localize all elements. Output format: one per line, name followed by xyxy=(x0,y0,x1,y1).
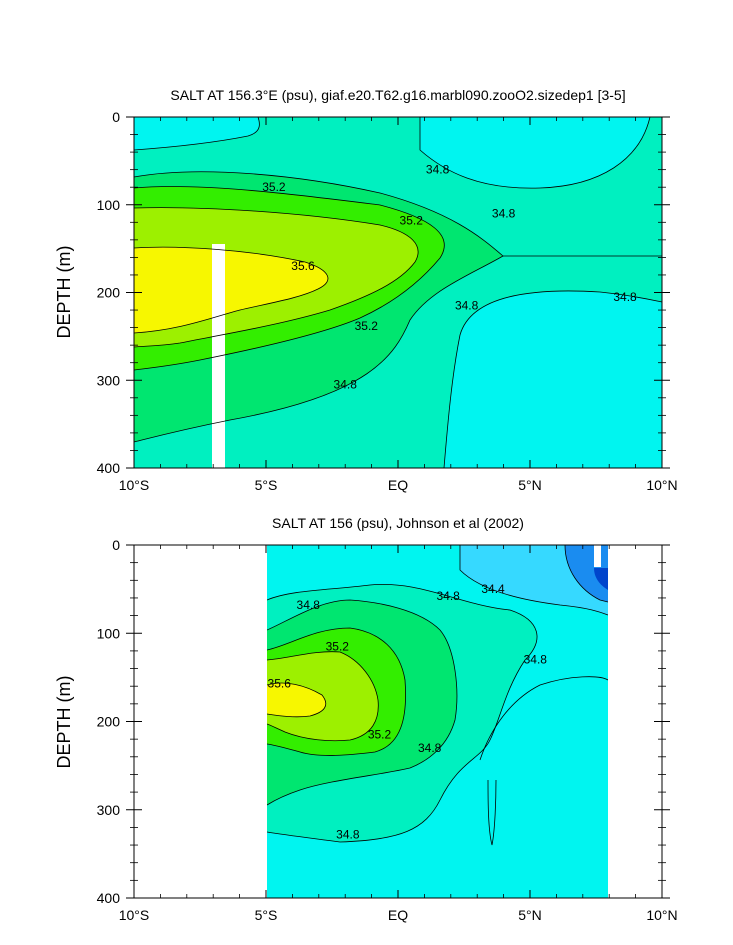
bottom-contour-line xyxy=(267,651,379,742)
x-tick-label: 10°S xyxy=(119,907,150,923)
contour-label: 35.2 xyxy=(262,180,286,194)
contour-label: 34.4 xyxy=(481,582,505,596)
x-tick-label: 5°N xyxy=(518,907,542,923)
y-tick-label: 100 xyxy=(97,625,121,641)
bottom-axis-ticks: 10°S 5°S EQ 5°N 10°N 0 100 200 300 400 xyxy=(97,537,678,923)
y-tick-label: 300 xyxy=(97,372,121,388)
top-contour-line xyxy=(133,186,445,371)
contour-label: 34.8 xyxy=(336,827,360,841)
bottom-chart-title: SALT AT 156 (psu), Johnson et al (2002) xyxy=(272,515,524,531)
x-tick-label: 10°N xyxy=(646,907,677,923)
top-contour-line xyxy=(133,116,260,151)
bottom-contour-line xyxy=(267,583,538,843)
top-contour-line xyxy=(133,171,504,443)
top-contour-line xyxy=(133,207,419,348)
bottom-y-axis-label: DEPTH (m) xyxy=(54,676,74,769)
top-fill-low-surface xyxy=(134,117,260,150)
top-contour-line xyxy=(443,290,663,469)
contour-label: 35.2 xyxy=(326,639,350,653)
top-contour-fills xyxy=(134,117,662,468)
x-tick-label: 10°N xyxy=(646,477,677,493)
y-tick-label: 400 xyxy=(97,460,121,476)
bottom-missing-data xyxy=(594,545,601,567)
contour-label: 35.6 xyxy=(291,259,315,273)
bottom-panel: SALT AT 156 (psu), Johnson et al (2002) xyxy=(54,515,678,923)
bottom-contour-line xyxy=(487,779,497,846)
contour-label: 34.8 xyxy=(418,741,442,755)
bottom-fill-35-6 xyxy=(267,683,326,717)
contour-label: 34.8 xyxy=(426,163,450,177)
y-tick-label: 300 xyxy=(97,802,121,818)
top-contour-lines xyxy=(133,116,663,469)
top-chart-title: SALT AT 156.3°E (psu), giaf.e20.T62.g16.… xyxy=(170,87,625,103)
top-panel: SALT AT 156.3°E (psu), giaf.e20.T62.g16.… xyxy=(54,87,678,493)
x-tick-label: 5°N xyxy=(518,477,542,493)
x-tick-label: EQ xyxy=(388,907,408,923)
bottom-contour-line xyxy=(267,627,406,756)
contour-label: 35.2 xyxy=(355,319,379,333)
y-tick-label: 0 xyxy=(112,537,120,553)
top-fill-low-deep xyxy=(444,290,662,468)
y-tick-label: 200 xyxy=(97,285,121,301)
bottom-contour-line xyxy=(267,599,458,806)
y-tick-label: 200 xyxy=(97,714,121,730)
x-tick-label: 5°S xyxy=(255,907,278,923)
contour-label: 35.6 xyxy=(268,677,292,691)
top-y-axis-label: DEPTH (m) xyxy=(54,246,74,339)
top-axis-ticks: 10°S 5°S EQ 5°N 10°N 0 100 200 300 400 xyxy=(97,109,678,493)
contour-label: 34.8 xyxy=(334,378,358,392)
contour-label: 34.8 xyxy=(436,589,460,603)
top-fill-35-6 xyxy=(134,247,328,333)
top-fill-low-surface xyxy=(420,117,650,189)
contour-label: 34.8 xyxy=(492,207,516,221)
bottom-contour-labels: 34.8 34.8 34.4 34.8 35.2 35.6 35.2 34.8 34.8 xyxy=(268,582,548,841)
bottom-contour-line xyxy=(564,545,608,603)
x-tick-label: 5°S xyxy=(255,477,278,493)
x-tick-label: 10°S xyxy=(119,477,150,493)
top-contour-line xyxy=(133,246,329,334)
contour-label: 34.8 xyxy=(524,653,548,667)
contour-label: 35.2 xyxy=(400,214,424,228)
y-tick-label: 100 xyxy=(97,197,121,213)
bottom-contour-line xyxy=(267,682,327,718)
bottom-fill-deep-region xyxy=(480,676,608,898)
bottom-fill-deep xyxy=(594,568,608,590)
x-tick-label: EQ xyxy=(388,477,408,493)
top-contour-line xyxy=(419,116,651,189)
bottom-contour-fills xyxy=(267,545,608,898)
contour-label: 34.8 xyxy=(455,299,479,313)
bottom-contour-line xyxy=(479,676,608,761)
bottom-contour-lines xyxy=(267,545,608,846)
y-tick-label: 0 xyxy=(112,109,120,125)
y-tick-label: 400 xyxy=(97,890,121,906)
contour-label: 34.8 xyxy=(613,290,637,304)
bottom-contour-line xyxy=(459,545,608,616)
contour-label: 35.2 xyxy=(368,728,392,742)
contour-label: 34.8 xyxy=(297,598,321,612)
top-contour-labels: 34.8 34.8 34.8 34.8 34.8 35.2 35.2 35.2 35.6 xyxy=(262,163,637,392)
